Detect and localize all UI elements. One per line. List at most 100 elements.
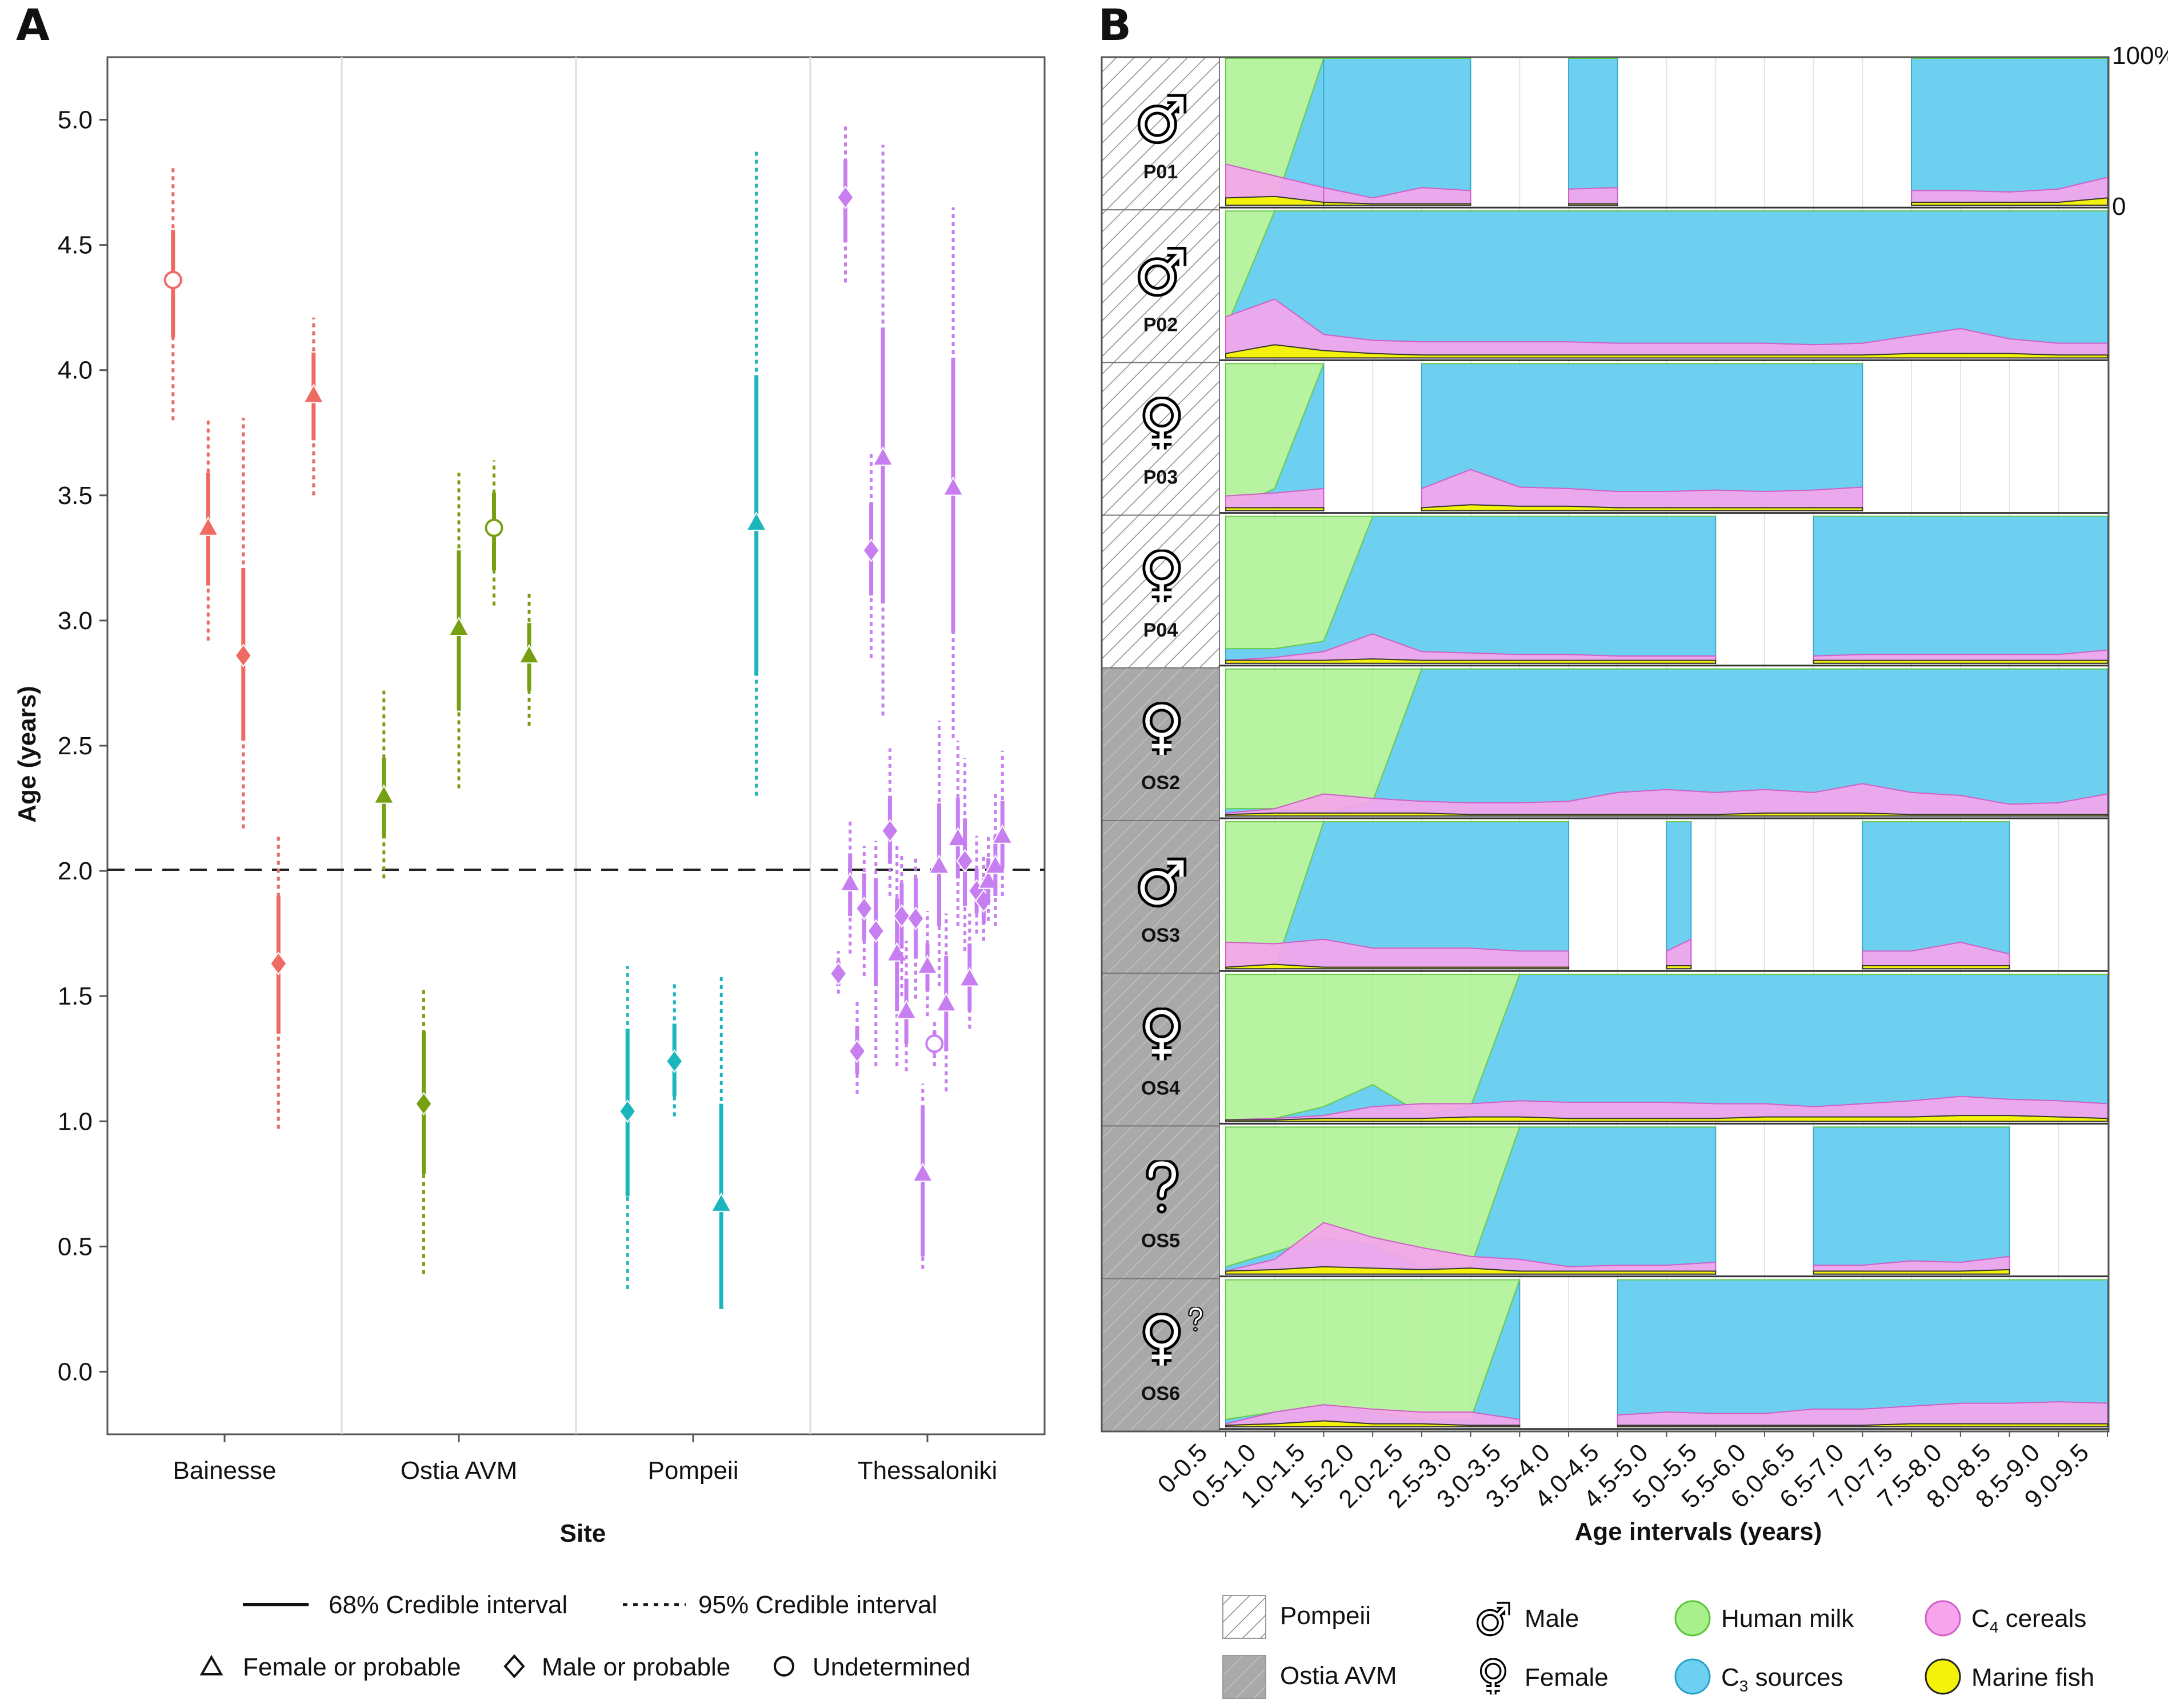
legend-fish-label: Marine fish — [1971, 1663, 2094, 1691]
diamond-marker — [907, 906, 925, 931]
individual-id-label: P02 — [1143, 314, 1178, 335]
estimate-triangle — [985, 790, 1006, 926]
triangle-marker — [872, 446, 894, 466]
diamond-marker — [618, 1099, 637, 1123]
a-x-axis-title: Site — [560, 1519, 606, 1547]
individual-id-label: P04 — [1143, 619, 1178, 641]
a-y-axis-title: Age (years) — [13, 686, 41, 823]
marine-fish-area — [1568, 203, 1618, 206]
circle-marker — [485, 518, 503, 537]
legend-95-label: 95% Credible interval — [698, 1591, 937, 1619]
panel-b-plot: P01 P02 P03 P04 OS2 OS3 OS4 OS5 OS6 0-0.50.5-1.0… — [1101, 56, 2110, 1514]
estimate-triangle — [942, 207, 964, 738]
marine-fish-area — [1225, 344, 2108, 359]
individual-row: OS5 — [1101, 1125, 2109, 1279]
y-tick-label: 1.5 — [58, 982, 93, 1010]
individual-id-label: OS5 — [1141, 1230, 1180, 1252]
individual-row: P02 — [1101, 209, 2109, 363]
y-tick-label: 2.5 — [58, 732, 93, 760]
estimate-triangle — [872, 145, 894, 716]
marine-fish-area — [1225, 658, 1717, 664]
y-tick-label: 4.0 — [58, 357, 93, 385]
marine-fish-area — [1323, 202, 1471, 206]
individual-id-label: P01 — [1143, 161, 1178, 183]
diamond-marker — [862, 538, 880, 562]
estimate-diamond — [907, 855, 925, 999]
human-milk-area — [1225, 210, 2107, 329]
diamond-marker — [665, 1049, 683, 1073]
individual-row: P04 — [1101, 514, 2109, 669]
triangle-marker — [917, 954, 938, 974]
panel-a-plot: 0.0 0.5 1.0 1.5 2.0 2.5 3.0 3.5 4.0 4.5 5.0 Baines… — [58, 56, 1046, 1485]
triangle-marker — [746, 511, 767, 531]
y-axis-ticks: 0.0 0.5 1.0 1.5 2.0 2.5 3.0 3.5 4.0 4.5 5.0 — [58, 106, 107, 1386]
legend-c3-label: C3 sources — [1721, 1663, 1843, 1695]
individual-id-label: OS4 — [1141, 1077, 1180, 1099]
individual-id-label: P03 — [1143, 467, 1178, 489]
b-x-axis-ticks: 0-0.50.5-1.01.0-1.51.5-2.02.0-2.52.5-3.0… — [1153, 1431, 2108, 1514]
triangle-marker — [985, 854, 1006, 874]
legend-milk-label: Human milk — [1721, 1605, 1854, 1633]
triangle-marker — [912, 1162, 934, 1182]
panel-a-legend: 68% Credible interval 95% Credible inter… — [199, 1591, 970, 1681]
c3-sources-area — [1813, 1126, 2010, 1275]
x-tick-label: Ostia AVM — [401, 1457, 518, 1485]
triangle-marker — [977, 869, 999, 889]
y-tick-label: 1.0 — [58, 1107, 93, 1135]
triangle-marker — [928, 854, 950, 874]
estimate-triangle — [912, 1083, 934, 1269]
estimate-diamond — [893, 853, 911, 997]
diamond-marker — [881, 819, 899, 843]
marine-fish-area — [1862, 965, 2010, 970]
estimate-diamond — [867, 841, 885, 1066]
triangle-marker — [710, 1192, 732, 1212]
diamond-marker — [837, 185, 854, 210]
triangle-marker — [448, 616, 470, 637]
site-label-cell — [1101, 209, 1220, 363]
marine-fish-area — [1225, 1115, 2108, 1122]
diamond-marker — [848, 1039, 866, 1063]
legend-female-label: Female or probable — [243, 1653, 461, 1681]
legend-sex-female-label: Female — [1525, 1663, 1609, 1691]
triangle-marker — [959, 967, 981, 987]
diamond-marker — [829, 962, 847, 986]
estimate-triangle — [977, 833, 999, 921]
legend-circle-marker — [774, 1656, 794, 1677]
legend-c4-swatch — [1925, 1600, 1961, 1637]
b-top-label: 100% — [2112, 42, 2168, 70]
b-bottom-label: 0 — [2112, 193, 2126, 221]
marine-fish-area — [1225, 812, 2108, 817]
triangle-marker — [839, 871, 861, 891]
x-tick-label: Bainesse — [173, 1457, 276, 1485]
individual-row: OS2 — [1101, 667, 2109, 822]
human-milk-area — [1225, 1279, 1521, 1421]
estimate-triangle — [518, 593, 540, 726]
legend-pompeii-label: Pompeii — [1280, 1602, 1371, 1630]
legend-undetermined-label: Undetermined — [813, 1653, 970, 1681]
individual-estimates — [163, 125, 1013, 1309]
triangle-marker — [935, 992, 957, 1012]
panel-b-letter: B — [1098, 0, 1131, 50]
panel-b-frame — [1101, 56, 2110, 1433]
estimate-diamond — [234, 417, 253, 829]
estimate-diamond — [862, 453, 880, 658]
legend-fish-swatch — [1925, 1658, 1961, 1695]
individual-id-label: OS6 — [1141, 1383, 1180, 1405]
triangle-marker — [373, 784, 395, 804]
individual-row: OS4 — [1101, 973, 2109, 1127]
estimate-diamond — [855, 846, 873, 977]
estimate-diamond — [837, 125, 854, 283]
estimate-diamond — [848, 1001, 866, 1094]
triangle-marker — [942, 476, 964, 496]
estimate-circle — [485, 460, 503, 606]
estimate-triangle — [839, 821, 861, 954]
c3-sources-area — [1813, 515, 2108, 664]
y-tick-label: 3.0 — [58, 607, 93, 635]
estimate-triangle — [448, 473, 470, 789]
marine-fish-area — [1813, 1269, 2010, 1275]
y-tick-label: 2.0 — [58, 857, 93, 885]
x-tick-label: Pompeii — [648, 1457, 739, 1485]
estimate-triangle — [746, 150, 767, 796]
estimate-circle — [163, 165, 182, 421]
triangle-marker — [197, 516, 219, 536]
